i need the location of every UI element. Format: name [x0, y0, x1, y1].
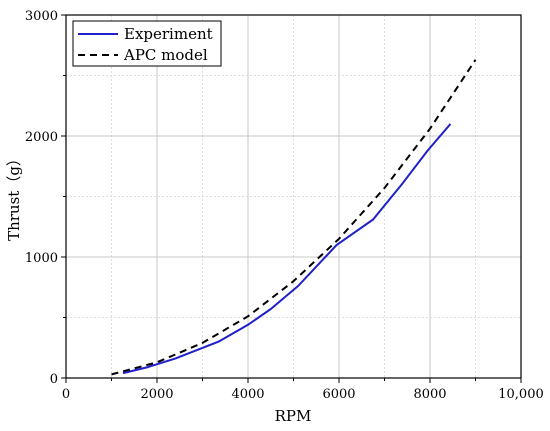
- x-tick-label: 8000: [413, 387, 446, 402]
- x-tick-label: 2000: [140, 387, 173, 402]
- x-tick-label: 4000: [231, 387, 264, 402]
- x-tick-label: 6000: [322, 387, 355, 402]
- tick-layer: 0 2000 4000 6000 8000 10,000 0 1000 2000 3000: [25, 9, 544, 402]
- x-axis-title: RPM: [275, 407, 312, 425]
- y-axis-title: Thrust（g）: [5, 151, 23, 241]
- series-layer: [111, 59, 477, 376]
- grid: [66, 15, 521, 378]
- x-tick-label: 10,000: [498, 387, 544, 402]
- legend-box: [72, 20, 222, 67]
- y-tick-label: 3000: [25, 9, 58, 24]
- legend-label-apc-model: APC model: [123, 46, 208, 64]
- y-tick-label: 0: [50, 372, 58, 387]
- y-tick-label: 1000: [25, 251, 58, 266]
- legend-label-experiment: Experiment: [124, 25, 213, 43]
- legend: Experiment APC model: [72, 20, 222, 67]
- series-line-apc-model: [111, 59, 477, 376]
- y-tick-label: 2000: [25, 130, 58, 145]
- x-tick-label: 0: [62, 387, 70, 402]
- series-line-experiment: [122, 123, 452, 375]
